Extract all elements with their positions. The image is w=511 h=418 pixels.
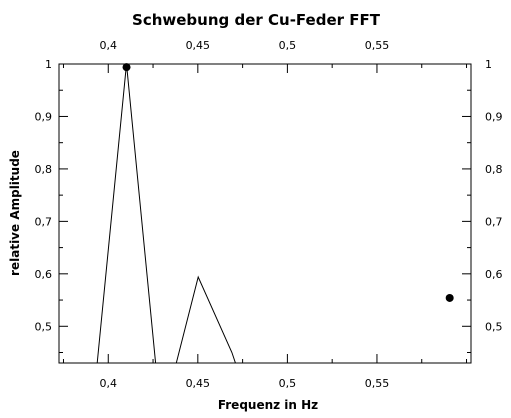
y-tick-label-left: 0,9: [35, 110, 53, 123]
y-tick-label-left: 0,8: [35, 163, 53, 176]
x-tick-label-bottom: 0,4: [100, 377, 118, 390]
y-tick-label-right: 0,9: [485, 110, 503, 123]
chart-title: Schwebung der Cu-Feder FFT: [132, 11, 381, 29]
x-axis-label: Frequenz in Hz: [218, 398, 318, 412]
y-tick-label-left: 0,5: [35, 320, 53, 333]
y-tick-label-right: 1: [485, 58, 492, 71]
series-line: [96, 64, 236, 363]
x-tick-label-top: 0,45: [186, 39, 211, 52]
ticks: 0,4 0,4 0,45 0,45 0,5 0,5 0,55 0,55 0,5 0,5 0,6 0,6…: [35, 39, 503, 390]
y-tick-label-left: 0,6: [35, 268, 53, 281]
y-tick-label-right: 0,7: [485, 215, 503, 228]
x-tick-label-bottom: 0,45: [186, 377, 211, 390]
y-tick-label-right: 0,6: [485, 268, 503, 281]
plot-frame: [58, 63, 472, 364]
y-axis-label: relative Amplitude: [8, 150, 22, 276]
points-group: [122, 63, 454, 302]
data-point: [445, 293, 454, 302]
x-tick-label-top: 0,4: [100, 39, 118, 52]
x-tick-label-top: 0,5: [279, 39, 297, 52]
y-tick-label-right: 0,8: [485, 163, 503, 176]
data-point: [122, 63, 131, 72]
series-group: [96, 64, 236, 363]
x-tick-label-top: 0,55: [365, 39, 390, 52]
x-tick-label-bottom: 0,5: [279, 377, 297, 390]
x-tick-label-bottom: 0,55: [365, 377, 390, 390]
y-tick-label-left: 0,7: [35, 215, 53, 228]
y-tick-label-right: 0,5: [485, 320, 503, 333]
y-tick-label-left: 1: [45, 58, 52, 71]
